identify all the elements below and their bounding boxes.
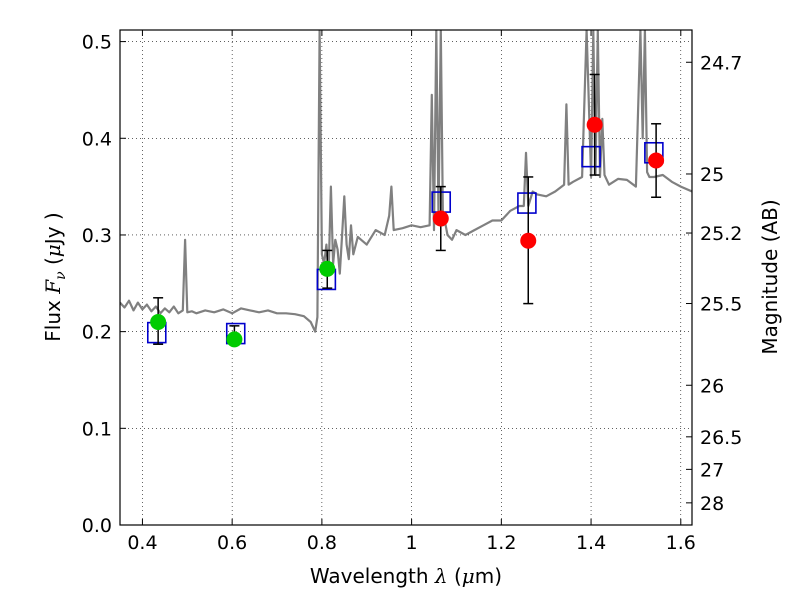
optical-data-point xyxy=(150,313,167,330)
x-tick-label: 0.4 xyxy=(127,532,157,554)
nir-data-point xyxy=(586,116,603,133)
magnitude-tick-label: 28 xyxy=(700,493,724,515)
x-tick-label: 1.4 xyxy=(576,532,606,554)
magnitude-tick-label: 25.5 xyxy=(700,294,742,316)
y-tick-label: 0.4 xyxy=(82,128,112,150)
magnitude-tick-label: 27 xyxy=(700,459,724,481)
model-box-marker xyxy=(517,192,537,214)
points-layer xyxy=(146,73,665,348)
x-tick-label: 0.8 xyxy=(307,532,337,554)
magnitude-tick-label: 26 xyxy=(700,375,724,397)
optical-data-point xyxy=(319,260,336,277)
optical-data-point xyxy=(226,331,243,348)
magnitude-axis-label: Magnitude (AB) xyxy=(758,199,782,354)
y-tick-label: 0.0 xyxy=(82,515,112,537)
magnitude-tick-label: 26.5 xyxy=(700,427,742,449)
x-tick-label: 1 xyxy=(406,532,418,554)
x-tick-label: 0.6 xyxy=(217,532,247,554)
y-tick-label: 0.1 xyxy=(82,418,112,440)
y-axis-label: Flux Fν (μJy ) xyxy=(41,212,69,341)
magnitude-tick-label: 25 xyxy=(700,164,724,186)
x-axis-label: Wavelength λ (μm) xyxy=(310,564,502,588)
nir-data-point xyxy=(520,232,537,249)
y-tick-label: 0.3 xyxy=(82,225,112,247)
magnitude-tick-label: 24.7 xyxy=(700,52,742,74)
nir-data-point xyxy=(432,210,449,227)
magnitude-tick-label: 25.2 xyxy=(700,223,742,245)
model-box-marker xyxy=(581,145,601,168)
nir-data-point xyxy=(648,152,665,169)
plot-frame xyxy=(119,29,693,526)
x-tick-label: 1.6 xyxy=(666,532,696,554)
y-tick-label: 0.5 xyxy=(82,32,112,54)
x-tick-label: 1.2 xyxy=(486,532,516,554)
y-tick-label: 0.2 xyxy=(82,322,112,344)
axis-ticks: 0.4 0.6 0.8 1 1.2 1.4 1.6 0.0 0.1 0.2 0.3 0.4 0.5 24.… xyxy=(82,30,742,554)
